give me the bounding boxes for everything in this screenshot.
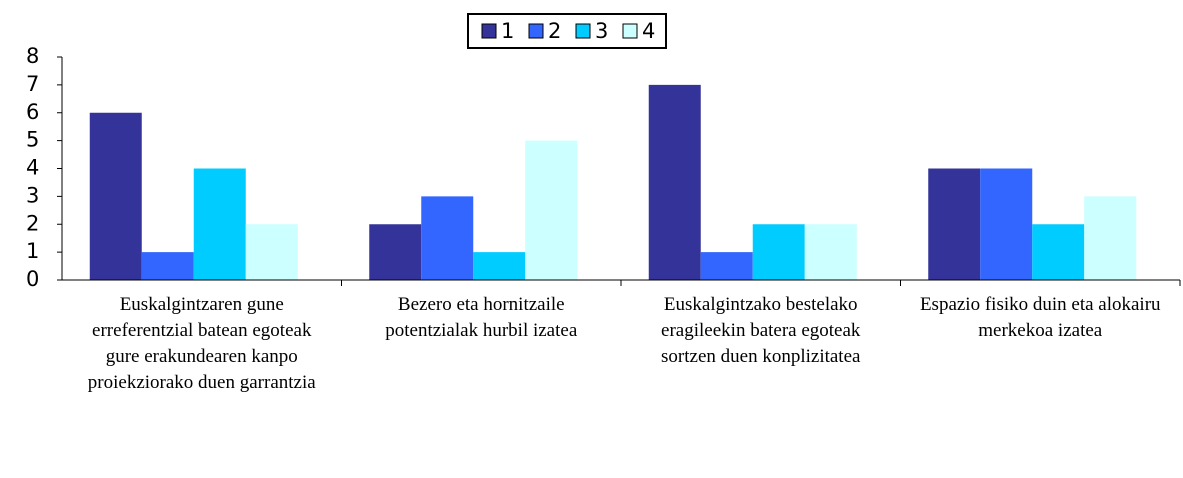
y-tick-label: 6 xyxy=(26,100,39,124)
legend-swatch xyxy=(622,23,638,39)
bar xyxy=(421,196,474,280)
bar xyxy=(245,224,298,280)
bar xyxy=(193,168,246,280)
legend-label: 4 xyxy=(642,19,655,43)
bar xyxy=(1032,224,1085,280)
y-tick-label: 0 xyxy=(26,267,39,291)
bar xyxy=(804,224,857,280)
bar xyxy=(648,84,701,280)
legend-label: 2 xyxy=(548,19,561,43)
bar xyxy=(928,168,981,280)
bar xyxy=(1084,196,1137,280)
bar xyxy=(700,252,753,280)
y-tick-label: 3 xyxy=(26,183,39,207)
y-tick-label: 7 xyxy=(26,72,39,96)
x-tick-label: Bezero eta hornitzaile potentzialak hurb… xyxy=(385,294,578,341)
y-tick-label: 1 xyxy=(26,239,39,263)
x-tick-label: Euskalgintzako bestelako eragileekin bat… xyxy=(661,294,861,367)
x-tick-label: Espazio fisiko duin eta alokairu merkeko… xyxy=(919,294,1161,341)
y-tick-label: 4 xyxy=(26,156,39,180)
bar xyxy=(752,224,805,280)
legend-swatch xyxy=(528,23,544,39)
legend-label: 1 xyxy=(501,19,514,43)
y-tick-label: 2 xyxy=(26,211,39,235)
bar xyxy=(89,112,142,280)
x-tick-label: Euskalgintzaren gune erreferentzial bate… xyxy=(87,294,316,393)
bar xyxy=(525,140,578,280)
legend-swatch xyxy=(481,23,497,39)
bar xyxy=(369,224,422,280)
legend-label: 3 xyxy=(595,19,608,43)
legend-swatch xyxy=(575,23,591,39)
bar xyxy=(980,168,1033,280)
y-tick-label: 8 xyxy=(26,44,39,68)
y-tick-label: 5 xyxy=(26,128,39,152)
bar xyxy=(141,252,194,280)
bar xyxy=(473,252,526,280)
